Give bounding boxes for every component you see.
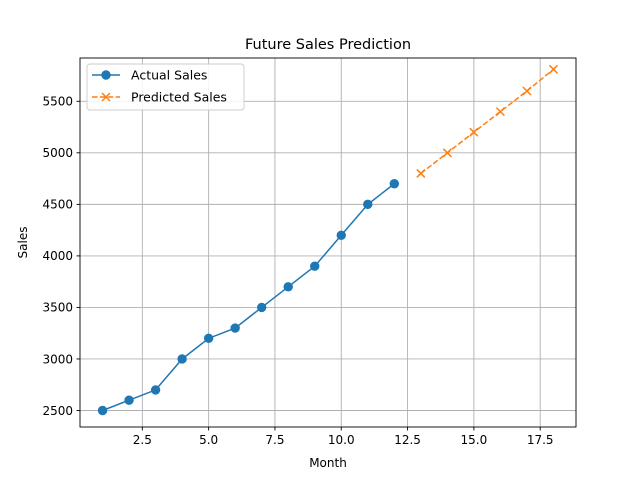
data-point-actual-sales: [97, 405, 108, 416]
data-point-actual-sales: [256, 302, 267, 313]
x-tick-label: 7.5: [265, 433, 284, 447]
chart-title: Future Sales Prediction: [245, 37, 411, 53]
x-tick-label: 2.5: [133, 433, 152, 447]
data-point-predicted-sales: [469, 127, 479, 137]
data-point-actual-sales: [336, 230, 346, 240]
x-tick-label: 12.5: [394, 433, 421, 447]
legend-label-actual-sales: Actual Sales: [131, 68, 207, 83]
data-point-actual-sales: [203, 333, 214, 344]
y-axis-label: Sales: [16, 227, 30, 259]
series-predicted-sales: [416, 64, 558, 178]
x-tick-label: 5.0: [199, 433, 218, 447]
data-point-actual-sales: [150, 385, 161, 395]
data-point-actual-sales: [124, 395, 134, 405]
x-axis-ticks: 2.5 5.0 7.5 10.0 12.5 15.0 17.5: [133, 427, 554, 447]
series-line-actual-sales: [102, 183, 395, 412]
y-tick-label: 3500: [42, 301, 73, 315]
y-tick-label: 2500: [42, 404, 73, 418]
data-point-predicted-sales: [442, 148, 452, 158]
legend-marker-actual-sales: [101, 70, 111, 80]
data-point-predicted-sales: [522, 86, 532, 96]
data-point-actual-sales: [389, 179, 400, 189]
plot-area: [80, 58, 576, 427]
data-point-actual-sales: [230, 323, 240, 333]
data-point-predicted-sales: [495, 107, 505, 117]
legend-box: [86, 63, 245, 111]
data-point-actual-sales: [363, 199, 373, 210]
x-tick-label: 15.0: [461, 433, 488, 447]
plot-frame: [79, 57, 577, 428]
y-tick-label: 5000: [42, 146, 73, 160]
y-tick-label: 4500: [42, 198, 73, 212]
series-actual-sales: [97, 179, 400, 416]
legend-marker-predicted-sales: [101, 92, 111, 102]
legend: Actual Sales Predicted Sales: [86, 63, 245, 111]
data-point-predicted-sales: [416, 168, 426, 178]
data-point-predicted-sales: [548, 64, 558, 74]
y-tick-label: 5500: [42, 95, 73, 109]
data-point-actual-sales: [283, 282, 293, 292]
x-axis-label: Month: [309, 456, 347, 470]
legend-label-predicted-sales: Predicted Sales: [131, 90, 227, 105]
x-tick-label: 17.5: [527, 433, 554, 447]
data-point-actual-sales: [177, 354, 187, 364]
grid-lines: [80, 58, 576, 427]
y-tick-label: 3000: [42, 352, 73, 366]
series-layer: [97, 64, 558, 416]
data-point-actual-sales: [310, 261, 320, 271]
y-tick-label: 4000: [42, 249, 73, 263]
x-tick-label: 10.0: [328, 433, 355, 447]
y-axis-ticks: 2500 3000 3500 4000 4500 5000 5500: [42, 95, 80, 418]
